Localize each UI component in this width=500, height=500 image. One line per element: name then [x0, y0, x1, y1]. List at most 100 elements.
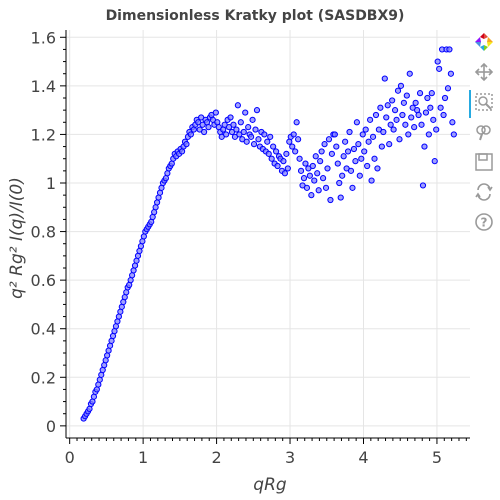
data-point: [412, 99, 419, 106]
data-point: [306, 172, 313, 179]
data-point: [346, 128, 353, 136]
data-point: [340, 153, 347, 160]
reset-icon[interactable]: [472, 180, 496, 204]
y-tick-label: 0.2: [31, 368, 56, 387]
data-point: [253, 107, 261, 114]
data-point: [450, 131, 457, 138]
data-point: [250, 141, 258, 148]
active-tool-indicator: [469, 90, 471, 118]
data-point: [441, 94, 449, 102]
data-point: [284, 165, 291, 172]
data-point: [308, 192, 315, 199]
data-point: [391, 107, 399, 114]
data-point: [393, 116, 400, 123]
data-point: [418, 121, 425, 128]
data-point: [314, 170, 321, 177]
data-points: [80, 46, 457, 422]
y-tick-label: 0.4: [31, 320, 56, 339]
data-point: [390, 126, 397, 133]
data-point: [405, 131, 412, 138]
data-point: [248, 133, 255, 140]
data-point: [325, 136, 333, 143]
data-point: [293, 119, 300, 126]
data-point: [380, 128, 387, 136]
data-point: [233, 126, 240, 133]
data-point: [369, 133, 377, 140]
data-point: [200, 128, 208, 136]
data-point: [421, 143, 428, 150]
data-point: [311, 177, 318, 184]
data-point: [396, 136, 403, 143]
data-point: [368, 177, 375, 184]
data-point: [264, 138, 271, 145]
data-point: [425, 131, 432, 138]
x-tick-label: 0: [65, 448, 75, 467]
data-point: [318, 148, 325, 155]
data-point: [268, 155, 275, 162]
data-point: [290, 131, 297, 138]
data-point: [361, 148, 368, 155]
data-point: [364, 162, 371, 170]
data-point: [402, 121, 409, 128]
help-icon[interactable]: ?: [472, 210, 496, 234]
data-point: [347, 167, 355, 174]
data-point: [315, 187, 322, 194]
data-point: [349, 184, 356, 191]
data-point: [319, 175, 327, 182]
data-point: [434, 58, 441, 65]
y-tick-label: 0.6: [31, 271, 56, 290]
data-point: [272, 148, 280, 155]
data-point: [440, 111, 447, 119]
data-point: [283, 150, 290, 157]
data-point: [389, 97, 396, 104]
x-tick-label: 1: [138, 448, 148, 467]
data-point: [356, 172, 363, 179]
data-point: [328, 150, 336, 157]
data-point: [342, 138, 349, 145]
x-tick-label: 2: [211, 448, 221, 467]
data-point: [387, 121, 394, 128]
svg-text:?: ?: [481, 216, 488, 230]
data-point: [292, 148, 299, 155]
data-point: [333, 143, 340, 150]
data-point: [237, 119, 244, 126]
data-point: [245, 124, 252, 131]
data-point: [303, 184, 311, 191]
data-point: [406, 70, 413, 77]
data-point: [383, 114, 390, 121]
data-point: [437, 104, 444, 111]
data-point: [187, 131, 194, 138]
data-point: [321, 141, 328, 148]
data-point: [297, 167, 305, 174]
data-point: [183, 141, 190, 148]
data-point: [428, 90, 435, 97]
data-point: [381, 75, 388, 82]
data-point: [240, 128, 247, 136]
data-point: [242, 109, 249, 116]
x-tick-label: 5: [432, 448, 442, 467]
data-point: [227, 114, 234, 121]
data-point: [377, 104, 384, 111]
wheel-zoom-icon[interactable]: [472, 120, 496, 144]
data-point: [355, 141, 362, 148]
data-point: [411, 124, 418, 131]
data-point: [212, 109, 219, 116]
data-point: [317, 158, 324, 165]
data-point: [362, 126, 369, 133]
box-zoom-icon[interactable]: [472, 90, 496, 114]
data-point: [252, 126, 259, 133]
data-point: [378, 143, 385, 150]
data-point: [371, 155, 378, 162]
save-icon[interactable]: [472, 150, 496, 174]
y-tick-label: 1.2: [31, 125, 56, 144]
data-point: [337, 194, 344, 201]
data-point: [230, 121, 237, 128]
pan-icon[interactable]: [472, 60, 496, 84]
data-point: [249, 116, 256, 123]
data-point: [296, 155, 303, 162]
x-tick-label: 3: [285, 448, 295, 467]
data-point: [446, 46, 453, 53]
data-point: [322, 184, 330, 191]
data-point: [436, 65, 443, 72]
